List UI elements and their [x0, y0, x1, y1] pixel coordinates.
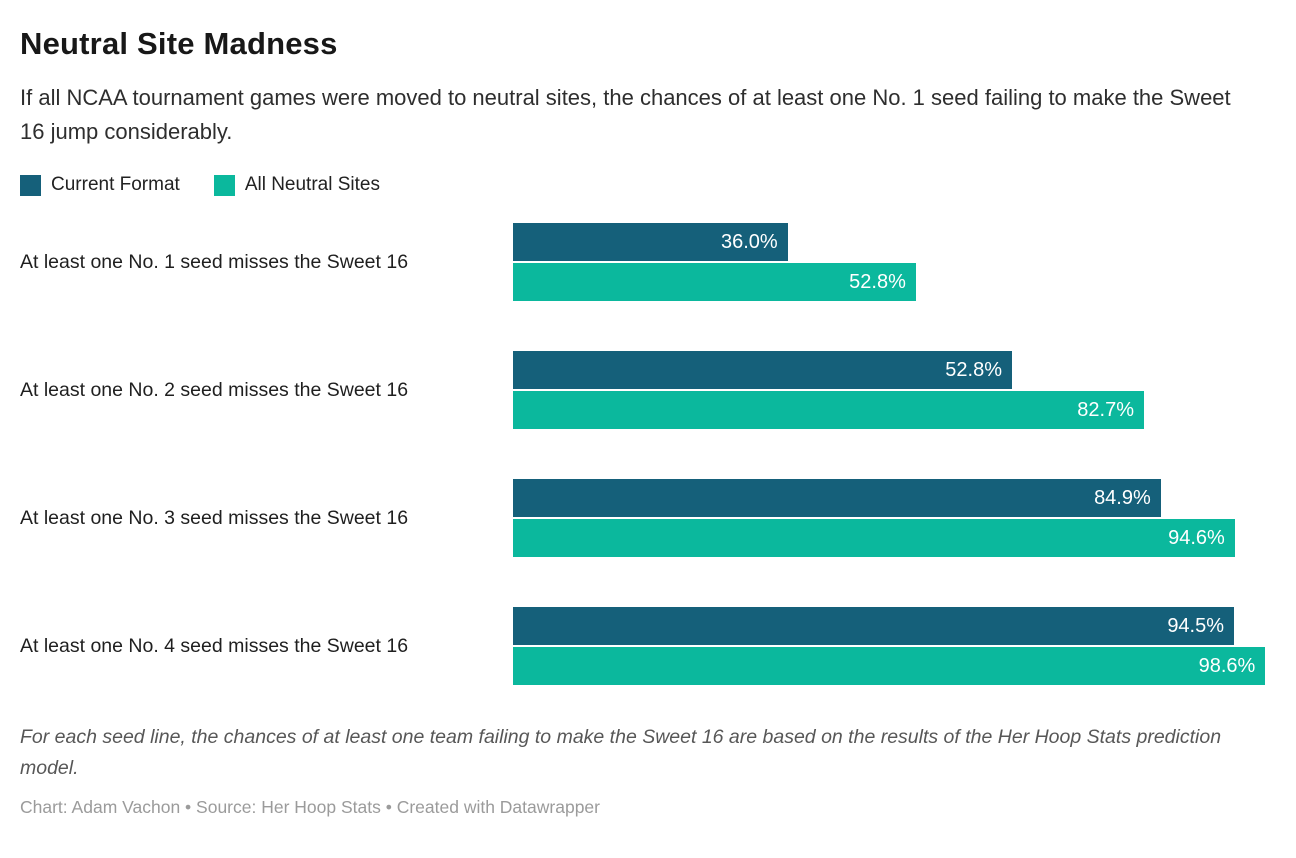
- bar-value-label: 98.6%: [1198, 654, 1256, 677]
- legend-item-all-neutral-sites: All Neutral Sites: [213, 174, 380, 196]
- bar-value-label: 94.6%: [1168, 526, 1225, 549]
- chart-attribution: Chart: Adam Vachon • Source: Her Hoop St…: [20, 797, 600, 817]
- chart-subtitle: If all NCAA tournament games were moved …: [20, 85, 1231, 144]
- category-label: At least one No. 3 seed misses the Sweet…: [20, 506, 409, 529]
- bar-value-label: 52.8%: [849, 270, 906, 293]
- legend-item-current-format: Current Format: [20, 174, 180, 196]
- legend-label-current-format: Current Format: [51, 174, 180, 195]
- chart-row: At least one No. 4 seed misses the Sweet…: [20, 607, 1276, 685]
- chart-title: Neutral Site Madness: [20, 26, 338, 61]
- bar-current-format: 94.5%: [513, 607, 1235, 645]
- legend-label-all-neutral-sites: All Neutral Sites: [244, 174, 380, 195]
- bar-value-label: 36.0%: [720, 230, 778, 253]
- legend: Current Format All Neutral Sites: [20, 174, 1276, 196]
- bar-chart: At least one No. 1 seed misses the Sweet…: [20, 223, 1276, 685]
- bar-group: 52.8% 82.7%: [513, 351, 1276, 429]
- chart-row: At least one No. 1 seed misses the Sweet…: [20, 223, 1276, 301]
- chart-row: At least one No. 2 seed misses the Sweet…: [20, 351, 1276, 429]
- bar-value-label: 52.8%: [945, 358, 1002, 381]
- category-label: At least one No. 1 seed misses the Sweet…: [20, 250, 409, 273]
- bar-all-neutral-sites: 94.6%: [513, 519, 1235, 557]
- bar-all-neutral-sites: 82.7%: [513, 391, 1144, 429]
- bar-current-format: 36.0%: [513, 223, 788, 261]
- bar-value-label: 84.9%: [1094, 486, 1151, 509]
- category-label: At least one No. 2 seed misses the Sweet…: [20, 378, 409, 401]
- legend-swatch-all-neutral-sites: [213, 174, 235, 196]
- bar-group: 36.0% 52.8%: [513, 223, 1276, 301]
- bar-group: 94.5% 98.6%: [513, 607, 1276, 685]
- legend-swatch-current-format: [20, 174, 41, 196]
- bar-value-label: 82.7%: [1077, 398, 1134, 421]
- chart-row: At least one No. 3 seed misses the Sweet…: [20, 479, 1276, 557]
- bar-current-format: 84.9%: [513, 479, 1161, 517]
- chart-footnote: For each seed line, the chances of at le…: [20, 726, 1222, 779]
- bar-group: 84.9% 94.6%: [513, 479, 1276, 557]
- bar-all-neutral-sites: 98.6%: [513, 647, 1266, 685]
- bar-current-format: 52.8%: [513, 351, 1012, 389]
- bar-all-neutral-sites: 52.8%: [513, 263, 916, 301]
- category-label: At least one No. 4 seed misses the Sweet…: [20, 634, 409, 657]
- bar-value-label: 94.5%: [1167, 614, 1225, 637]
